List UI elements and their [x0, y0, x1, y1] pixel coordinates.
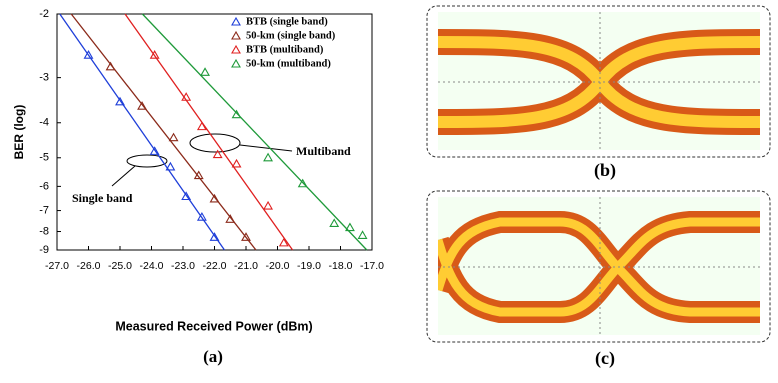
annotation-arrow: [240, 145, 292, 151]
annotation: Multiband: [296, 144, 351, 158]
data-point: [233, 111, 241, 118]
y-tick-label: -2: [39, 8, 49, 20]
panel-label: (a): [203, 347, 223, 366]
y-tick-label: -7: [39, 204, 49, 216]
legend-marker: [232, 60, 240, 67]
annotation-ellipse: [190, 134, 240, 152]
data-point: [138, 102, 146, 109]
x-axis-title: Measured Received Power (dBm): [115, 319, 312, 333]
x-tick-label: -17.0: [360, 260, 384, 272]
plot-frame: [57, 14, 372, 250]
data-point: [233, 160, 241, 167]
x-tick-label: -22.0: [203, 260, 227, 272]
data-point: [264, 202, 272, 209]
eye-panel-b: (b): [427, 6, 770, 181]
x-tick-label: -23.0: [171, 260, 195, 272]
legend-label: 50-km (multiband): [246, 58, 331, 69]
y-tick-label: -5: [39, 152, 49, 164]
y-tick-label: -3: [39, 72, 49, 84]
data-point: [170, 134, 178, 141]
legend-marker: [232, 18, 240, 25]
y-tick-label: -4: [39, 117, 49, 129]
legend-marker: [232, 46, 240, 53]
x-tick-label: -25.0: [108, 260, 132, 272]
data-point: [226, 215, 234, 222]
legend-marker: [232, 32, 240, 39]
chart-a: BER (log) Measured Received Power (dBm) …: [12, 8, 384, 366]
data-point: [211, 195, 219, 202]
data-point: [201, 68, 209, 75]
fit-line: [71, 14, 256, 250]
data-point: [107, 63, 115, 70]
panel-label: (b): [594, 160, 616, 181]
y-axis-title: BER (log): [12, 105, 26, 160]
panel-label: (c): [595, 348, 615, 369]
legend-label: BTB (single band): [246, 16, 328, 27]
y-tick-label: -9: [39, 244, 49, 256]
eye-panel-c: (c): [427, 191, 770, 369]
annotation: Single band: [72, 191, 133, 205]
x-tick-label: -27.0: [45, 260, 69, 272]
x-tick-label: -20.0: [266, 260, 290, 272]
x-tick-label: -18.0: [329, 260, 353, 272]
data-point: [346, 224, 354, 231]
data-point: [264, 154, 272, 161]
page: {"chart_data": {"type": "scatter", "ysca…: [0, 0, 778, 378]
fit-line: [60, 14, 225, 250]
x-tick-label: -19.0: [297, 260, 321, 272]
annotation-arrow: [112, 166, 135, 186]
x-tick-label: -21.0: [234, 260, 258, 272]
annotation-ellipse: [127, 155, 167, 167]
data-point: [359, 231, 367, 238]
x-tick-label: -26.0: [77, 260, 101, 272]
y-tick-label: -8: [39, 225, 49, 237]
y-tick-label: -6: [39, 180, 49, 192]
x-tick-label: -24.0: [140, 260, 164, 272]
data-point: [330, 219, 338, 226]
data-point: [166, 163, 174, 170]
legend-label: 50-km (single band): [246, 30, 336, 41]
figure: BER (log) Measured Received Power (dBm) …: [0, 0, 778, 378]
legend-label: BTB (multiband): [246, 44, 324, 55]
